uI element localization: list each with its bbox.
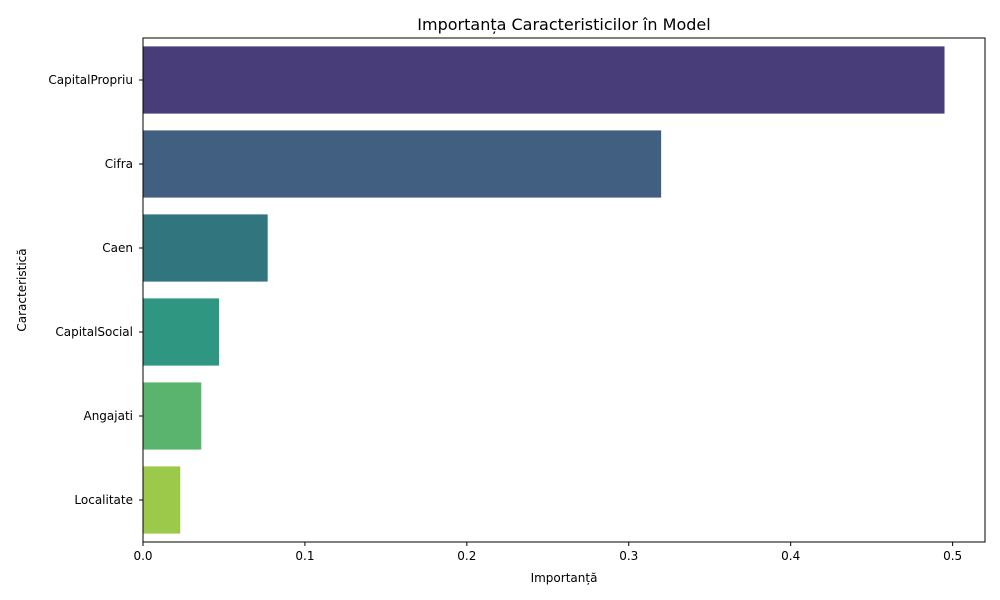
x-axis-label: Importanță xyxy=(531,571,598,585)
bar-caen xyxy=(143,214,268,282)
x-tick-label: 0.3 xyxy=(619,549,638,563)
x-tick-label: 0.0 xyxy=(133,549,152,563)
bars-group xyxy=(143,46,945,534)
chart-title: Importanța Caracteristicilor în Model xyxy=(417,15,710,34)
x-axis-ticks: 0.0 0.1 0.2 0.3 0.4 0.5 xyxy=(133,542,962,563)
y-tick-label: Caen xyxy=(102,241,133,255)
y-tick-label: Angajati xyxy=(83,409,133,423)
y-tick-label: Localitate xyxy=(74,493,133,507)
bar-cifra xyxy=(143,130,662,198)
bar-angajati xyxy=(143,382,202,450)
x-tick-label: 0.5 xyxy=(943,549,962,563)
x-tick-label: 0.1 xyxy=(295,549,314,563)
y-axis-label: Caracteristică xyxy=(15,248,29,331)
bar-capitalsocial xyxy=(143,298,220,366)
y-tick-label: CapitalSocial xyxy=(55,325,133,339)
y-tick-label: Cifra xyxy=(105,157,133,171)
x-tick-label: 0.2 xyxy=(457,549,476,563)
bar-localitate xyxy=(143,466,181,534)
y-axis-ticks: CapitalPropriu Cifra Caen CapitalSocial Anga… xyxy=(48,73,143,507)
bar-capitalpropriu xyxy=(143,46,945,114)
y-tick-label: CapitalPropriu xyxy=(48,73,133,87)
plot-frame xyxy=(142,37,986,543)
x-tick-label: 0.4 xyxy=(781,549,800,563)
